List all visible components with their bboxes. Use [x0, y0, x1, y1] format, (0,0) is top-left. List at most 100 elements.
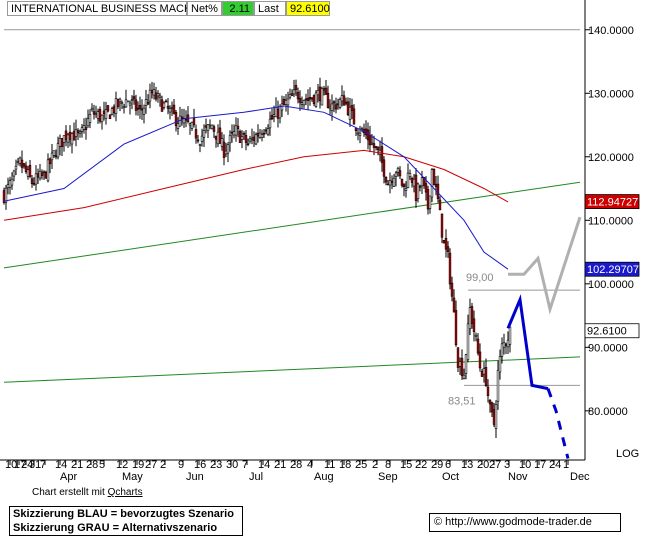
candle-body [482, 368, 486, 375]
candle-body [316, 90, 320, 96]
candle [46, 153, 50, 183]
candle [92, 104, 96, 120]
candle-body [184, 118, 188, 121]
header-title: INTERNATIONAL BUSINESS MACHS [7, 1, 199, 16]
candle [156, 90, 160, 103]
candle [342, 90, 346, 106]
candle [292, 79, 296, 98]
x-tick-label: 20 [477, 459, 489, 471]
candle-body [266, 128, 270, 135]
candle-body [34, 173, 38, 185]
candle [442, 239, 446, 244]
candle-body [262, 132, 266, 135]
candle-body [318, 86, 322, 101]
candle-body [106, 105, 110, 112]
y-tick-label: 90.0000 [588, 342, 628, 354]
x-tick-label: 24 [549, 459, 561, 471]
candle-body [72, 131, 76, 141]
candle [106, 105, 110, 113]
price-tag-label: 92.6100 [587, 326, 627, 338]
candle [180, 108, 184, 126]
x-tick-label: 7 [40, 459, 46, 471]
candle-body [168, 108, 172, 113]
candle [298, 90, 302, 111]
scenario-gray-line [508, 216, 582, 315]
candle-body [308, 96, 312, 100]
credit-link[interactable]: Qcharts [107, 487, 143, 498]
candle-body [496, 369, 500, 402]
candle [118, 97, 122, 112]
candle-body [484, 367, 488, 386]
candle-body [432, 169, 436, 186]
candle-body [464, 354, 468, 374]
candle-body [126, 100, 130, 103]
candle-body [16, 161, 20, 163]
candle-body [246, 143, 250, 146]
candle-body [306, 98, 310, 101]
candle-body [76, 130, 80, 133]
candle [400, 178, 404, 188]
candle [194, 124, 198, 144]
candle-body [366, 129, 370, 141]
candle-body [398, 170, 402, 177]
candle [478, 343, 482, 372]
candle-body [206, 124, 210, 131]
candle-body [154, 92, 158, 100]
x-tick-label: 15 [400, 459, 412, 471]
candle-body [96, 111, 100, 119]
candle-body [368, 134, 372, 146]
candle-body [480, 371, 484, 377]
candle-body [10, 178, 14, 186]
candle-body [62, 135, 66, 143]
candle [90, 103, 94, 112]
candle-body [330, 103, 334, 111]
candle [444, 229, 448, 258]
candle-body [444, 237, 448, 250]
source-url[interactable]: © http://www.godmode-trader.de [429, 513, 621, 532]
candle [406, 163, 410, 189]
candle [166, 97, 170, 115]
candle-body [210, 124, 214, 130]
candle [290, 89, 294, 96]
candle-body [322, 88, 326, 91]
candle-body [408, 173, 412, 177]
candle-body [242, 133, 246, 135]
candle-body [180, 116, 184, 120]
candle-body [400, 178, 404, 186]
candle [146, 94, 150, 106]
candle-body [506, 339, 510, 348]
candle-body [386, 183, 390, 186]
candle-body [472, 318, 476, 332]
x-tick-label: 11 [324, 459, 335, 471]
candle-body [188, 123, 192, 126]
y-tick-label: 100.0000 [588, 279, 634, 291]
candle-body [156, 93, 160, 97]
candle-body [170, 107, 174, 109]
sma-red-line [3, 149, 509, 221]
x-tick-label: 2 [372, 459, 378, 471]
x-tick-label: 1 [563, 459, 569, 471]
candle-body [320, 88, 324, 106]
candle-body [354, 128, 358, 132]
candle-body [94, 113, 98, 115]
candle-body [228, 134, 232, 144]
candle-body [370, 142, 374, 145]
x-tick-label: 4 [307, 459, 313, 471]
candle [260, 129, 264, 142]
candle [350, 98, 354, 120]
candle [302, 99, 306, 109]
candle-body [310, 97, 314, 100]
candle [228, 130, 232, 152]
candle-body [356, 132, 360, 135]
candle-body [30, 178, 34, 184]
candle [202, 124, 206, 148]
candle [338, 97, 342, 110]
candle [212, 124, 216, 138]
candle [222, 134, 226, 166]
annotation-0: 99,00 [466, 272, 494, 284]
candle-body [470, 306, 474, 324]
candle-body [196, 139, 200, 142]
candle-body [18, 157, 22, 164]
y-tick-label: 130.0000 [588, 88, 634, 100]
